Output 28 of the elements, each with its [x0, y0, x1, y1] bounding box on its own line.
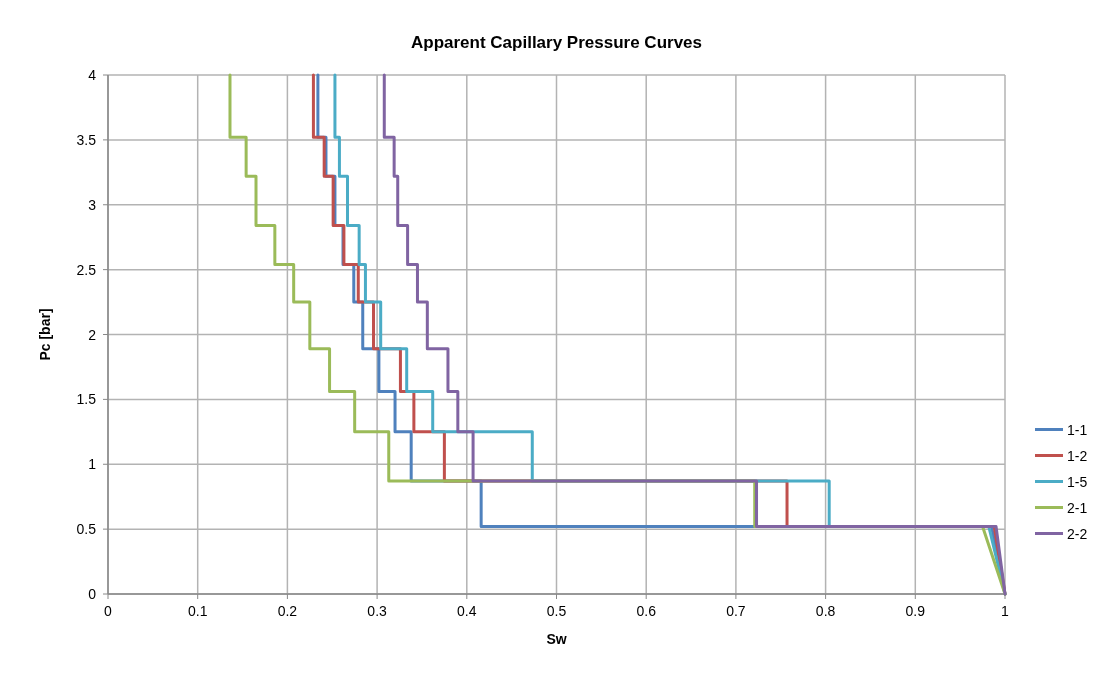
x-tick-label: 0.1 [187, 603, 208, 619]
y-tick-label: 3.5 [76, 131, 97, 148]
y-tick-label: 1.5 [76, 391, 97, 408]
legend-label: 1-5 [1067, 473, 1088, 490]
legend-label: 1-1 [1067, 421, 1088, 438]
x-tick-label: 0.6 [636, 603, 657, 619]
x-tick-label: 1 [1001, 603, 1010, 619]
x-tick-label: 0.4 [457, 603, 477, 619]
x-tick-label: 0.3 [367, 603, 388, 619]
legend-label: 2-2 [1067, 525, 1088, 542]
y-tick-label: 3 [88, 196, 97, 213]
y-tick-label: 2 [88, 326, 97, 343]
y-tick-label: 1 [88, 456, 97, 473]
x-axis-title: Sw [546, 631, 567, 647]
chart-title: Apparent Capillary Pressure Curves [410, 33, 703, 52]
x-tick-label: 0.7 [726, 603, 746, 619]
y-tick-label: 0 [88, 586, 97, 602]
y-tick-label: 4 [88, 67, 97, 83]
x-tick-label: 0 [104, 603, 113, 619]
legend-label: 2-1 [1067, 499, 1088, 516]
y-tick-label: 0.5 [76, 521, 97, 538]
x-tick-label: 0.2 [277, 603, 298, 619]
legend-label: 1-2 [1067, 447, 1088, 464]
y-tick-label: 2.5 [76, 261, 97, 278]
x-tick-label: 0.5 [546, 603, 567, 619]
x-tick-label: 0.9 [905, 603, 926, 619]
x-tick-label: 0.8 [815, 603, 836, 619]
y-axis-title: Pc [bar] [37, 308, 53, 361]
